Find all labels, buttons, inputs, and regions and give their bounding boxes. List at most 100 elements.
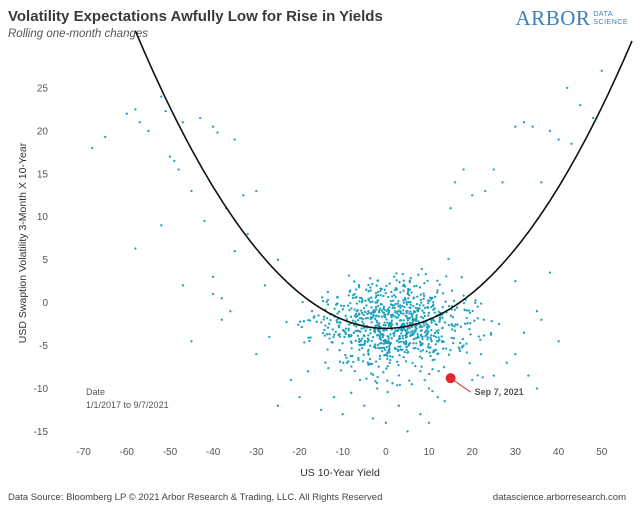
data-point [357,319,360,322]
data-point [426,279,429,283]
data-point [181,121,185,124]
website-link[interactable]: datascience.arborresearch.com [492,492,626,503]
data-point [433,358,436,361]
data-point [392,332,395,335]
data-point [360,297,363,300]
data-point [394,329,397,332]
data-point [361,320,364,323]
data-point [364,317,368,320]
data-point [408,312,411,315]
data-point [418,355,422,358]
data-point [354,320,357,323]
data-point [414,364,417,368]
data-point [501,181,504,184]
data-point [442,365,446,369]
data-point [326,326,330,329]
data-point [423,311,426,315]
data-point [437,310,440,313]
data-point [220,297,223,300]
data-point [229,310,232,313]
data-point [345,317,348,321]
data-point [134,108,137,111]
data-point [367,297,370,300]
data-point [591,116,595,120]
data-point [395,322,398,325]
data-point [399,348,402,351]
data-point [377,365,380,368]
data-point [366,350,370,353]
data-point [378,322,381,325]
data-point [359,344,362,347]
data-point [419,298,423,302]
data-point [426,338,429,341]
logo-sub-line1: DATA [593,10,614,18]
data-point [376,304,380,308]
data-point [246,232,249,236]
data-point [370,296,373,299]
data-point [327,366,330,370]
data-point [393,346,397,350]
data-point [412,337,415,341]
data-point [415,318,418,321]
data-point [386,379,389,382]
data-point [276,258,280,261]
x-tick-label: 50 [596,447,608,458]
data-point [393,334,396,338]
data-point [371,417,375,420]
data-point [347,294,350,297]
y-axis-title: USD Swaption Volatility 3-Month X 10-Yea… [17,142,29,343]
data-point [452,299,456,303]
data-point [332,395,336,399]
data-point [397,363,400,367]
data-point [104,135,107,139]
data-point [160,224,163,227]
data-point [514,352,517,356]
x-tick-label: -60 [120,447,135,458]
data-point [465,309,469,312]
data-point [315,320,318,323]
data-point [441,339,444,343]
data-point [415,302,419,306]
data-point [356,334,360,338]
data-point [358,340,361,343]
data-point [377,290,380,294]
data-point [465,316,468,320]
data-point [412,342,415,345]
data-point [336,296,339,299]
data-point [422,297,425,301]
data-point [385,284,388,288]
data-point [337,310,341,313]
data-point [468,311,472,315]
data-point [355,295,358,299]
data-point [342,304,346,308]
data-point [390,316,393,319]
data-point [420,325,424,329]
data-point [388,345,391,348]
data-point [358,378,362,382]
data-point [453,329,457,332]
data-point [407,287,410,291]
highlight-point[interactable] [445,373,456,384]
data-point [302,320,306,323]
data-point [370,306,373,309]
data-point [409,300,412,304]
data-point [421,309,424,312]
data-point [344,314,347,317]
data-point [389,341,393,345]
data-point [522,331,526,334]
data-point [469,322,472,325]
data-point [216,131,219,134]
data-point [406,316,409,320]
data-point [380,315,383,318]
data-point [338,335,341,338]
data-point [399,304,402,307]
data-point [449,314,453,317]
data-point [383,288,386,291]
data-point [352,294,355,297]
data-point [346,304,350,307]
data-point [463,308,466,312]
data-point [353,308,356,311]
data-point [394,295,397,299]
data-point [383,321,386,324]
data-point [396,310,399,313]
